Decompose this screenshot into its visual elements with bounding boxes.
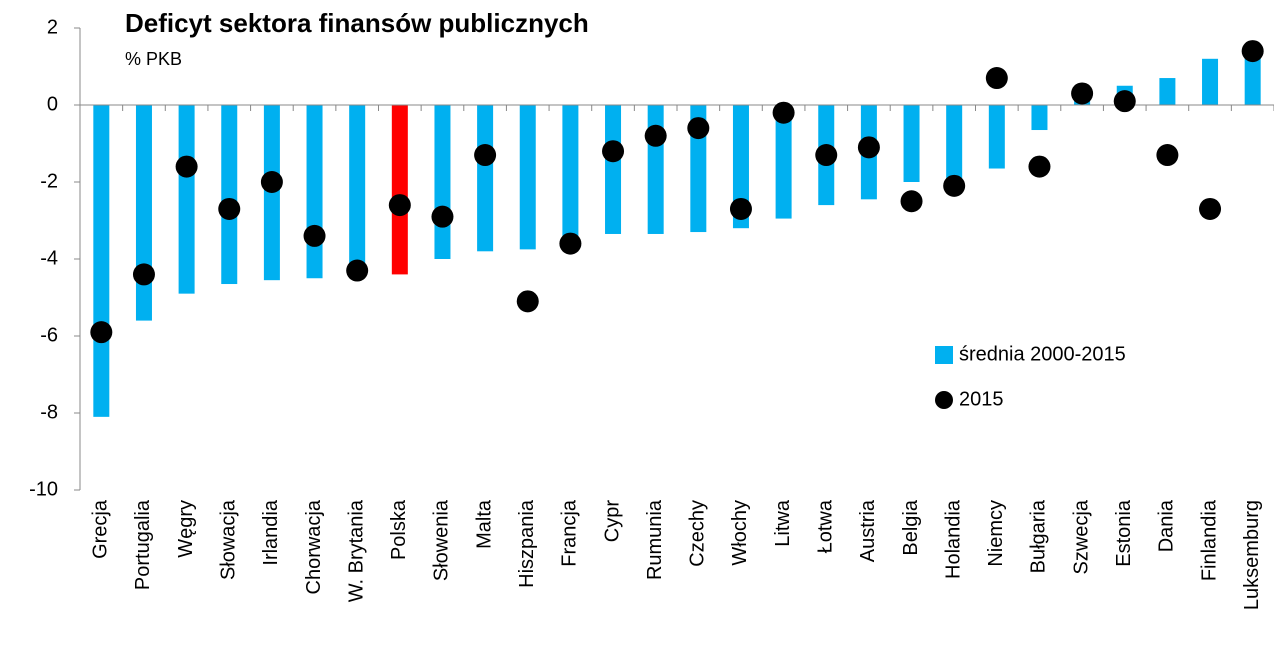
x-tick-label: Litwa [772,499,794,547]
x-tick-label: Rumunia [644,499,666,580]
y-tick-label: -4 [40,247,58,269]
dot [175,155,198,178]
y-tick-label: -10 [29,478,58,500]
bar [647,105,664,234]
bar [306,105,323,279]
bar [988,105,1005,169]
bar [946,105,963,179]
bar [477,105,494,252]
bar [605,105,622,234]
dot [559,232,582,255]
dot [1071,82,1094,105]
bar [519,105,536,250]
dot [516,290,539,313]
x-tick-label: Słowacja [218,499,240,580]
dot [687,117,710,140]
x-tick-label: Łotwa [815,499,837,553]
x-tick-label: Włochy [729,500,751,566]
bar [732,105,749,229]
x-tick-label: Luksemburg [1241,500,1263,610]
dot [346,259,369,282]
y-tick-label: 2 [47,16,58,38]
x-tick-label: Węgry [175,500,197,558]
dot [260,171,283,193]
x-tick-label: Holandia [942,499,964,579]
dot [90,321,113,344]
x-tick-label: Chorwacja [303,499,325,594]
x-tick-label: Szwecja [1070,499,1092,574]
dot [985,67,1008,90]
dot [431,205,454,228]
y-tick-label: -8 [40,401,58,423]
x-tick-label: Dania [1156,499,1178,552]
x-tick-label: W. Brytania [345,499,367,602]
bar [562,105,579,240]
bar [1159,78,1176,105]
legend-label: średnia 2000-2015 [959,343,1126,365]
bar [434,105,451,259]
dot [900,190,923,213]
dot [857,136,880,159]
y-tick-label: 0 [47,93,58,115]
bar [1244,51,1261,105]
dot [772,101,795,124]
dot [303,224,326,247]
x-tick-label: Austria [857,499,879,562]
dot [943,174,966,197]
dot [388,194,411,217]
dot [815,144,838,167]
y-tick-label: -6 [40,324,58,346]
bar [93,105,110,417]
bar [1202,58,1219,105]
dot [1241,40,1264,63]
chart-title: Deficyt sektora finansów publicznych [125,8,589,38]
dot [1156,144,1179,167]
x-tick-label: Słowenia [431,499,453,581]
x-tick-label: Francja [559,499,581,567]
bar [135,105,152,321]
dot [1113,90,1136,113]
x-tick-label: Portugalia [132,499,154,590]
x-tick-label: Niemcy [985,500,1007,567]
bar [1031,105,1048,131]
x-tick-label: Malta [473,499,495,549]
x-tick-label: Hiszpania [516,499,538,588]
x-tick-label: Estonia [1113,499,1135,567]
x-tick-label: Polska [388,499,410,560]
x-tick-label: Finlandia [1198,499,1220,581]
x-tick-label: Grecja [90,499,112,559]
bar [349,105,366,271]
dot [644,124,667,147]
dot [1199,197,1222,220]
legend-swatch [935,346,953,364]
bar [903,105,920,182]
x-tick-label: Bułgaria [1028,499,1050,573]
bar [391,105,408,275]
legend-swatch [935,391,953,409]
x-tick-label: Czechy [687,500,709,567]
x-tick-label: Irlandia [260,499,282,565]
dot [729,197,752,220]
y-tick-label: -2 [40,170,58,192]
chart-subtitle: % PKB [125,49,182,69]
bar [221,105,238,285]
dot [1028,155,1051,178]
dot [474,144,497,167]
dot [602,140,625,163]
dot [132,263,155,286]
x-tick-label: Belgia [900,499,922,555]
legend-label: 2015 [959,388,1004,410]
x-tick-label: Cypr [601,500,623,543]
bar [775,105,792,219]
dot [218,197,241,220]
bar [178,105,195,294]
